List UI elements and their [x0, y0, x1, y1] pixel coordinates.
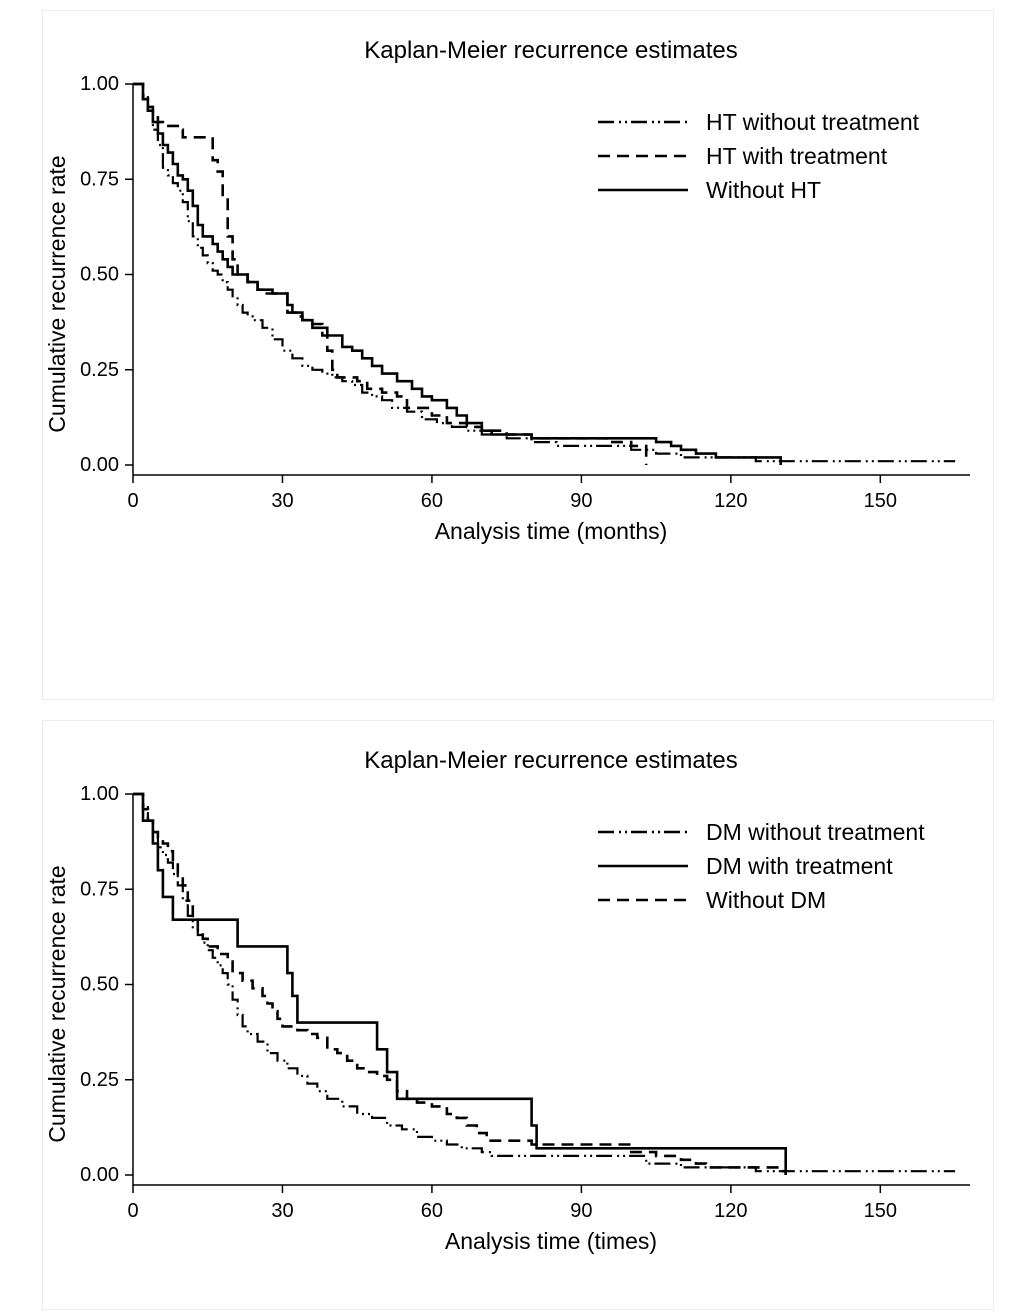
series-line-2	[133, 82, 648, 465]
km-chart-top: Kaplan-Meier recurrence estimates Cumula…	[44, 37, 970, 544]
y-tick-label: 0.75	[80, 878, 119, 900]
series-line-1	[133, 82, 956, 463]
x-tick-label: 150	[864, 490, 897, 512]
chart-title: Kaplan-Meier recurrence estimates	[364, 747, 738, 774]
chart-title: Kaplan-Meier recurrence estimates	[364, 37, 738, 64]
x-tick-label: 120	[714, 490, 747, 512]
x-axis-label: Analysis time (times)	[445, 1228, 657, 1254]
legend-label-3: Without DM	[706, 887, 826, 913]
legend-label-1: DM without treatment	[706, 819, 925, 845]
x-tick-label: 60	[421, 490, 443, 512]
legend-label-3: Without HT	[706, 177, 821, 203]
km-chart-bottom: Kaplan-Meier recurrence estimates Cumula…	[44, 747, 970, 1254]
x-tick-label: 120	[714, 1200, 747, 1222]
x-tick-label: 60	[421, 1200, 443, 1222]
y-tick-label: 0.75	[80, 168, 119, 190]
x-tick-label: 150	[864, 1200, 897, 1222]
x-tick-label: 0	[127, 1200, 138, 1222]
x-tick-label: 90	[570, 1200, 592, 1222]
y-tick-label: 1.00	[80, 73, 119, 95]
series-line-2	[133, 792, 787, 1175]
series-line-3	[133, 792, 787, 1175]
y-tick-label: 0.25	[80, 359, 119, 381]
series-line-3	[133, 82, 782, 465]
y-tick-label: 0.50	[80, 264, 119, 286]
chart-panel-bottom: Kaplan-Meier recurrence estimates Cumula…	[42, 720, 994, 1310]
y-tick-label: 1.00	[80, 783, 119, 805]
legend-label-1: HT without treatment	[706, 109, 920, 135]
legend-label-2: HT with treatment	[706, 143, 888, 169]
y-tick-label: 0.50	[80, 974, 119, 996]
x-tick-label: 30	[271, 1200, 293, 1222]
legend-label-2: DM with treatment	[706, 853, 893, 879]
x-tick-label: 30	[271, 490, 293, 512]
series-line-1	[133, 792, 956, 1173]
y-tick-label: 0.00	[80, 454, 119, 476]
x-tick-label: 0	[127, 490, 138, 512]
y-axis-label: Cumulative recurrence rate	[44, 155, 70, 432]
y-axis-label: Cumulative recurrence rate	[44, 865, 70, 1142]
x-tick-label: 90	[570, 490, 592, 512]
x-axis-label: Analysis time (months)	[435, 518, 668, 544]
y-tick-label: 0.00	[80, 1164, 119, 1186]
y-tick-label: 0.25	[80, 1069, 119, 1091]
chart-panel-top: Kaplan-Meier recurrence estimates Cumula…	[42, 10, 994, 700]
